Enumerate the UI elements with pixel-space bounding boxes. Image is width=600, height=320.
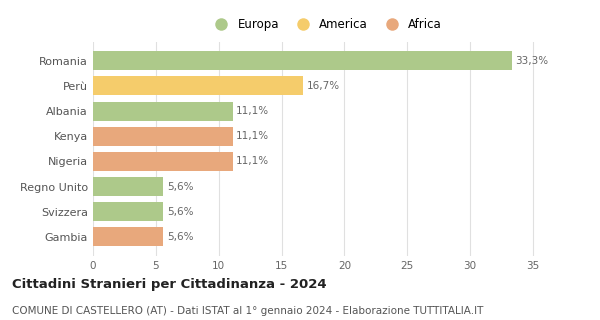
Legend: Europa, America, Africa: Europa, America, Africa — [205, 13, 446, 36]
Text: 33,3%: 33,3% — [515, 56, 548, 66]
Bar — [93, 127, 233, 146]
Text: 5,6%: 5,6% — [167, 181, 194, 192]
Text: 11,1%: 11,1% — [236, 156, 269, 166]
Text: COMUNE DI CASTELLERO (AT) - Dati ISTAT al 1° gennaio 2024 - Elaborazione TUTTITA: COMUNE DI CASTELLERO (AT) - Dati ISTAT a… — [12, 306, 484, 316]
Bar — [93, 76, 303, 95]
Text: 11,1%: 11,1% — [236, 106, 269, 116]
Bar — [93, 202, 163, 221]
Bar — [93, 177, 163, 196]
Bar — [93, 152, 233, 171]
Bar — [93, 51, 511, 70]
Bar — [93, 228, 163, 246]
Text: Cittadini Stranieri per Cittadinanza - 2024: Cittadini Stranieri per Cittadinanza - 2… — [12, 278, 326, 291]
Text: 5,6%: 5,6% — [167, 207, 194, 217]
Text: 16,7%: 16,7% — [307, 81, 340, 91]
Text: 11,1%: 11,1% — [236, 131, 269, 141]
Text: 5,6%: 5,6% — [167, 232, 194, 242]
Bar — [93, 102, 233, 121]
